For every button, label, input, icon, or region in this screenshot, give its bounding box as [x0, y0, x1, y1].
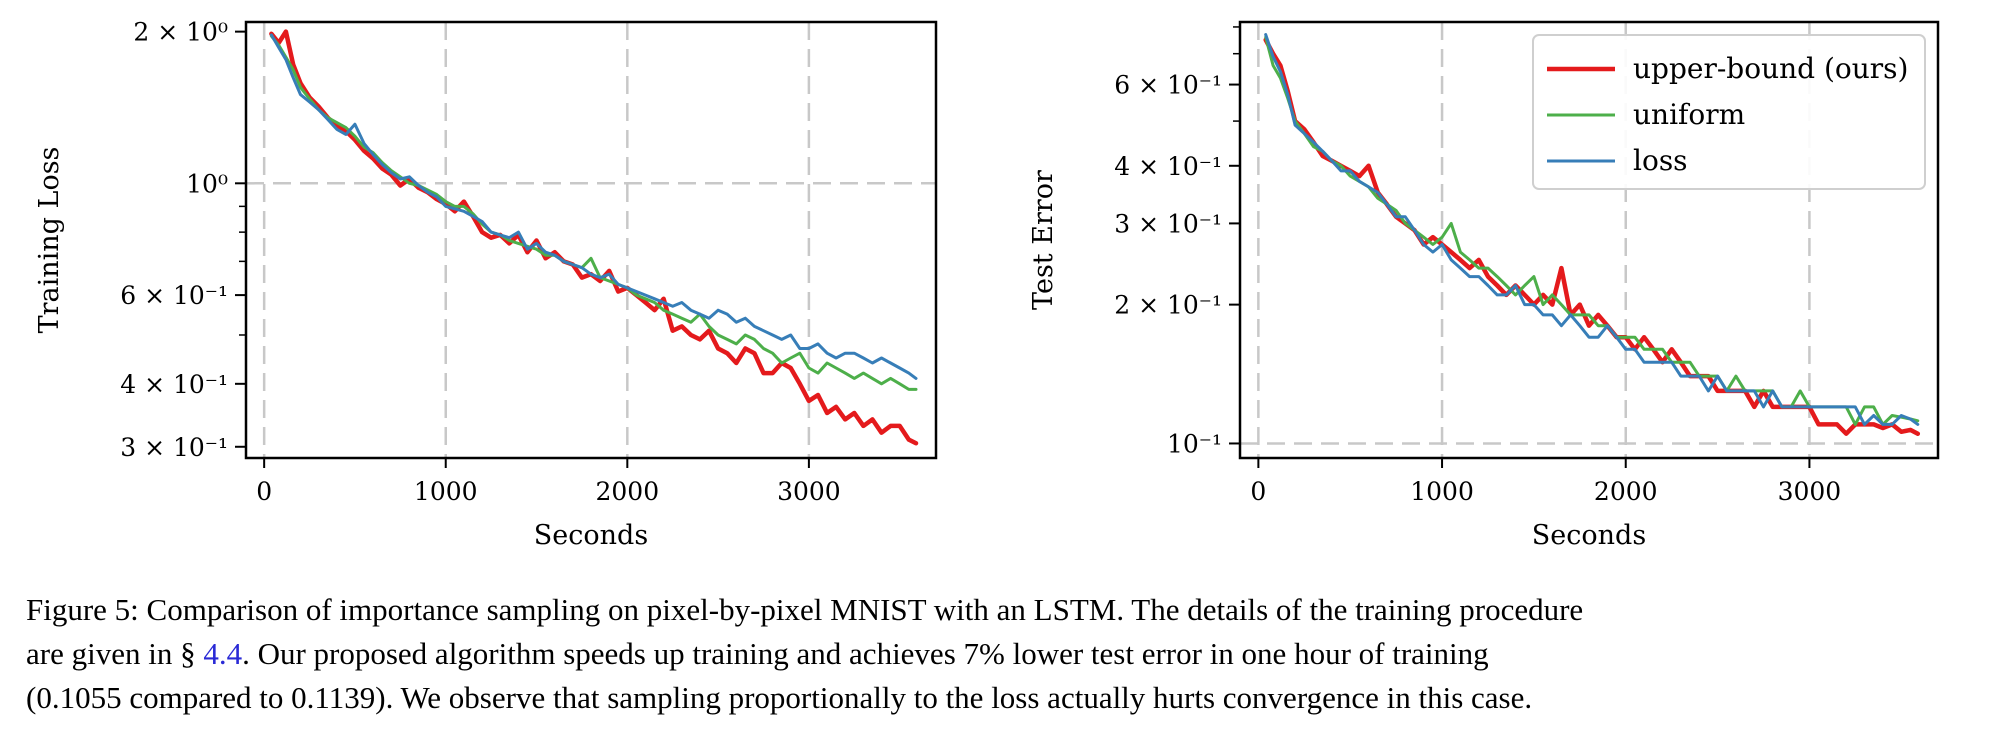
test-error-chart: 0 1000 2000 3000 10⁻¹ 2 × 10⁻¹ 3 × 10⁻¹ 4 × 10⁻… — [1028, 20, 1940, 551]
y-tick-label: 3 × 10⁻¹ — [1114, 209, 1222, 238]
x-axis-label: Seconds — [1532, 520, 1646, 551]
x-tick-label: 0 — [1250, 477, 1266, 506]
y-tick-label: 6 × 10⁻¹ — [120, 281, 228, 310]
legend-box — [1532, 34, 1926, 190]
section-reference-link[interactable]: 4.4 — [203, 636, 243, 671]
y-tick-label: 4 × 10⁻¹ — [1114, 152, 1222, 181]
series-line-loss — [269, 33, 918, 380]
y-tick-label: 10⁰ — [186, 169, 228, 198]
legend-label: loss — [1633, 144, 1688, 177]
y-tick-label: 2 × 10⁰ — [133, 18, 228, 47]
x-tick-label: 1000 — [1410, 477, 1474, 506]
series-line-uniform — [269, 34, 918, 391]
x-tick-label: 3000 — [1778, 477, 1842, 506]
plot-frame — [244, 20, 938, 460]
plot-frame — [1238, 20, 1940, 460]
caption-line-3: (0.1055 compared to 0.1139). We observe … — [26, 680, 1533, 715]
y-axis-label: Training Loss — [34, 147, 65, 334]
y-tick-label: 10⁻¹ — [1167, 429, 1222, 458]
caption-line-2-start: are given in § — [26, 636, 204, 671]
y-tick-label: 3 × 10⁻¹ — [120, 433, 228, 462]
legend-label: uniform — [1633, 98, 1745, 131]
x-tick-label: 2000 — [1594, 477, 1658, 506]
caption-line-2-end: . Our proposed algorithm speeds up train… — [242, 636, 1489, 671]
figure-canvas: 0 1000 2000 3000 3 × 10⁻¹ 4 × 10⁻¹ 6 × 10⁻¹ 10⁰… — [34, 18, 1940, 551]
caption-line-2: are given in § 4.4. Our proposed algorit… — [26, 632, 1992, 676]
x-axis-label: Seconds — [534, 520, 648, 551]
x-tick-label: 3000 — [777, 477, 841, 506]
x-tick-label: 2000 — [596, 477, 660, 506]
caption-line-1: Figure 5: Comparison of importance sampl… — [26, 592, 1584, 627]
y-tick-label: 2 × 10⁻¹ — [1114, 291, 1222, 320]
training-loss-chart: 0 1000 2000 3000 3 × 10⁻¹ 4 × 10⁻¹ 6 × 10⁻¹ 10⁰… — [34, 18, 938, 551]
y-tick-label: 6 × 10⁻¹ — [1114, 71, 1222, 100]
x-tick-label: 1000 — [414, 477, 478, 506]
figure-caption: Figure 5: Comparison of importance sampl… — [26, 588, 1992, 720]
x-tick-label: 0 — [256, 477, 272, 506]
series-line-loss — [1264, 33, 1920, 426]
y-tick-label: 4 × 10⁻¹ — [120, 370, 228, 399]
series-line-upper-bound-ours — [269, 29, 919, 446]
legend-label: upper-bound (ours) — [1633, 52, 1908, 85]
y-axis-label: Test Error — [1028, 170, 1059, 310]
